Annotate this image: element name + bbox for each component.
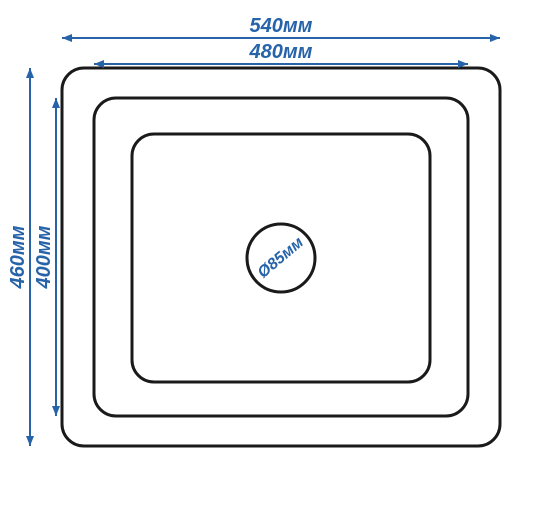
dim-width-outer: 540мм [62, 15, 500, 38]
dim-width-inner-label: 480мм [249, 41, 313, 63]
dim-height-inner-label: 400мм [33, 225, 55, 289]
dim-width-inner: 480мм [94, 41, 468, 64]
dim-height-inner: 400мм [33, 98, 56, 416]
dim-width-outer-label: 540мм [250, 15, 313, 37]
dim-height-outer: 460мм [7, 68, 30, 446]
dim-height-outer-label: 460мм [7, 225, 29, 289]
drain-diameter-label: Ø85мм [255, 234, 307, 282]
